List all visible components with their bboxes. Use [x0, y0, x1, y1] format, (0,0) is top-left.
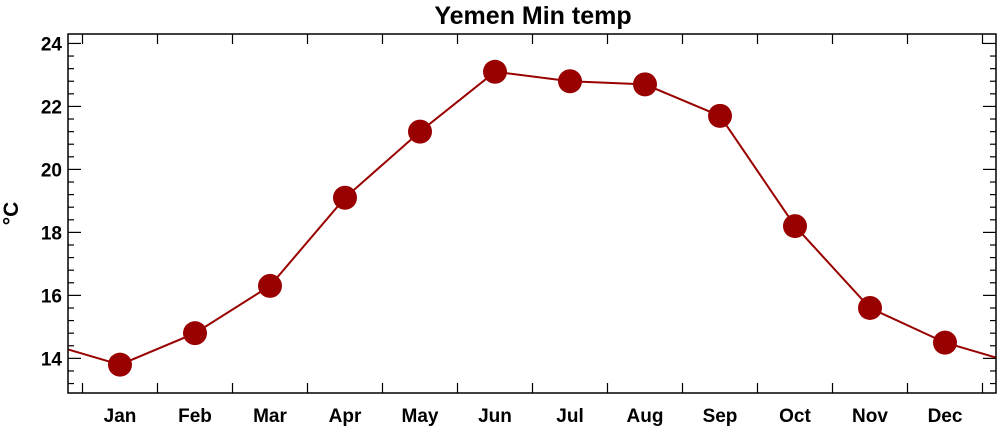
y-tick-label: 22: [41, 97, 62, 118]
x-tick-label: Dec: [928, 406, 963, 427]
data-point-dec: [933, 330, 957, 355]
y-tick-label: 20: [41, 160, 62, 181]
data-point-nov: [858, 295, 882, 320]
x-tick-label: Apr: [329, 406, 362, 427]
data-point-may: [408, 119, 432, 144]
series-layer: [67, 70, 997, 366]
data-point-aug: [633, 72, 657, 97]
data-point-jul: [558, 69, 582, 94]
data-point-sep: [708, 103, 732, 128]
y-tick-label: 16: [41, 286, 62, 307]
data-point-feb: [183, 321, 207, 346]
plot-frame: [67, 33, 997, 394]
x-tick-label: Feb: [178, 406, 212, 427]
x-tick-label: Jan: [104, 406, 137, 427]
axis-ticks: [68, 34, 996, 393]
data-point-apr: [333, 185, 357, 210]
y-tick-label: 18: [41, 223, 62, 244]
x-tick-label: May: [402, 406, 439, 427]
x-tick-label: Aug: [627, 406, 664, 427]
series-line: [67, 70, 997, 366]
y-axis-label: °C: [0, 202, 23, 226]
data-point-mar: [258, 273, 282, 298]
x-tick-labels: Jan Feb Mar Apr May Jun Jul Aug Sep Oct Nov Dec: [104, 406, 963, 427]
x-tick-label: Sep: [703, 406, 738, 427]
x-tick-label: Oct: [779, 406, 811, 427]
y-tick-label: 24: [41, 34, 63, 55]
data-point-jan: [108, 352, 132, 377]
data-point-oct: [783, 214, 807, 239]
chart-title: Yemen Min temp: [434, 2, 631, 30]
x-tick-label: Mar: [253, 406, 287, 427]
x-tick-label: Jul: [556, 406, 583, 427]
x-tick-label: Nov: [852, 406, 888, 427]
x-tick-label: Jun: [478, 406, 512, 427]
data-point-jun: [483, 59, 507, 84]
y-tick-labels: 14 16 18 20 22 24: [41, 34, 63, 370]
points-layer: [108, 59, 957, 377]
y-tick-label: 14: [41, 349, 63, 370]
